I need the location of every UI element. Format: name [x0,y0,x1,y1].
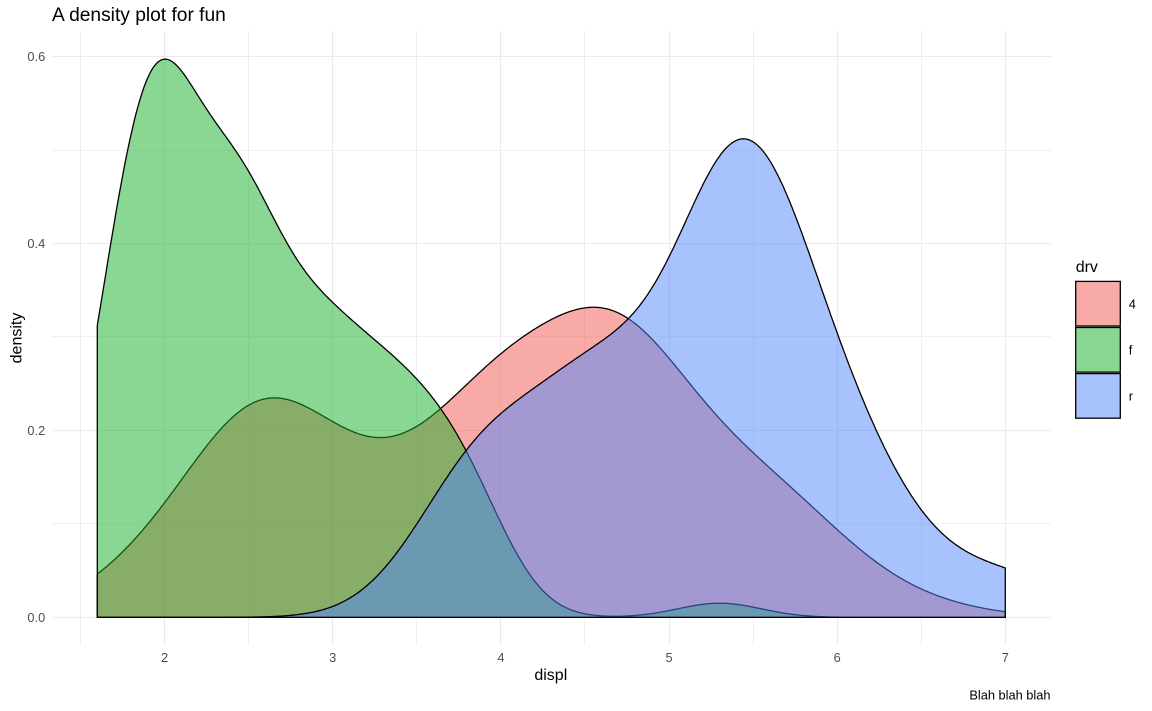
svg-text:7: 7 [1002,650,1009,665]
svg-text:4: 4 [1129,296,1136,311]
svg-text:f: f [1129,342,1133,357]
svg-text:density: density [8,313,25,364]
svg-text:4: 4 [497,650,504,665]
svg-text:0.0: 0.0 [27,610,45,625]
svg-text:6: 6 [834,650,841,665]
svg-text:5: 5 [665,650,672,665]
svg-text:2: 2 [161,650,168,665]
svg-text:r: r [1129,389,1134,404]
svg-text:Blah blah blah: Blah blah blah [969,688,1050,703]
svg-text:drv: drv [1076,259,1098,276]
svg-text:0.2: 0.2 [27,423,45,438]
svg-text:0.6: 0.6 [27,49,45,64]
svg-text:3: 3 [329,650,336,665]
svg-text:0.4: 0.4 [27,236,45,251]
svg-text:displ: displ [534,667,567,684]
svg-text:A density plot for fun: A density plot for fun [52,5,226,26]
